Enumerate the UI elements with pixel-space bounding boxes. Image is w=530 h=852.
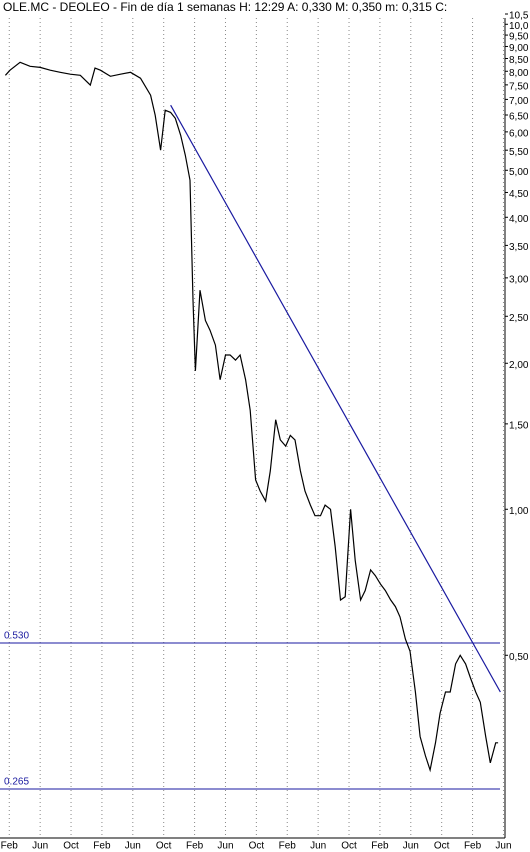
y-tick-label: 6,50 xyxy=(509,112,529,123)
level-label: 0.265 xyxy=(4,777,29,788)
y-tick-label: 7,00 xyxy=(509,96,529,107)
y-tick-label: 9,00 xyxy=(509,43,529,54)
x-tick-label: Feb xyxy=(1,841,19,852)
y-tick-label: 8,00 xyxy=(509,68,529,79)
x-tick-label: Feb xyxy=(279,841,297,852)
x-tick-label: Oct xyxy=(249,841,265,852)
y-tick-label: 0,50 xyxy=(509,652,529,663)
x-tick-label: Jun xyxy=(32,841,48,852)
y-tick-label: 7,50 xyxy=(509,82,529,93)
x-tick-label: Jun xyxy=(403,841,419,852)
x-tick-label: Feb xyxy=(186,841,204,852)
x-tick-label: Oct xyxy=(434,841,450,852)
y-tick-label: 4,50 xyxy=(509,189,529,200)
x-tick-label: Oct xyxy=(156,841,172,852)
price-line xyxy=(4,61,499,773)
y-tick-label: 3,50 xyxy=(509,242,529,253)
trend-line xyxy=(170,104,501,693)
x-tick-label: Feb xyxy=(93,841,111,852)
y-tick-label: 2,00 xyxy=(509,360,529,371)
y-tick-label: 2,50 xyxy=(509,313,529,324)
x-tick-label: Jun xyxy=(495,841,511,852)
y-tick-label: 1,50 xyxy=(509,421,529,432)
y-tick-label: 3,00 xyxy=(509,275,529,286)
x-tick-label: Jun xyxy=(217,841,233,852)
level-label: 0.530 xyxy=(4,631,29,642)
y-tick-label: 1,00 xyxy=(509,506,529,517)
y-tick-label: 10,5 xyxy=(509,11,529,22)
x-tick-label: Feb xyxy=(464,841,482,852)
y-tick-label: 6,00 xyxy=(509,129,529,140)
y-tick-label: 8,50 xyxy=(509,55,529,66)
y-tick-label: 4,00 xyxy=(509,214,529,225)
y-tick-label: 5,00 xyxy=(509,167,529,178)
x-tick-label: Feb xyxy=(371,841,389,852)
x-tick-label: Jun xyxy=(310,841,326,852)
x-tick-label: Jun xyxy=(125,841,141,852)
x-tick-label: Oct xyxy=(63,841,79,852)
x-tick-label: Oct xyxy=(341,841,357,852)
y-tick-label: 5,50 xyxy=(509,147,529,158)
chart-title: OLE.MC - DEOLEO - Fin de día 1 semanas H… xyxy=(3,0,447,14)
y-tick-label: 10,0 xyxy=(509,21,529,32)
y-tick-label: 9,50 xyxy=(509,32,529,43)
